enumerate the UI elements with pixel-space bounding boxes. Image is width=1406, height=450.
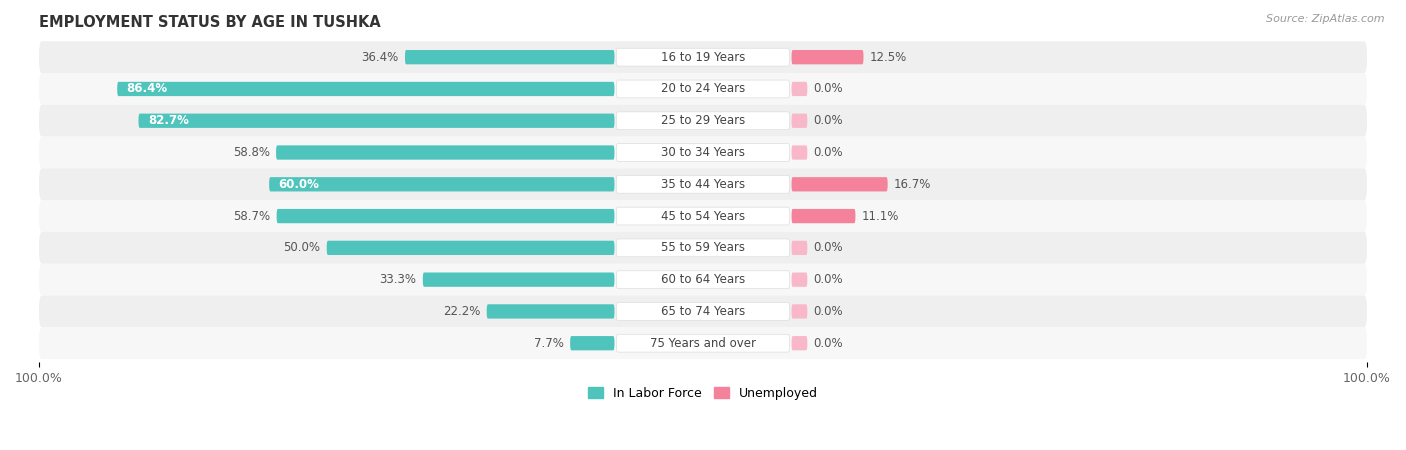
Text: 22.2%: 22.2%	[443, 305, 481, 318]
Text: 60.0%: 60.0%	[278, 178, 319, 191]
FancyBboxPatch shape	[269, 177, 614, 191]
FancyBboxPatch shape	[616, 144, 790, 162]
FancyBboxPatch shape	[405, 50, 614, 64]
Text: 12.5%: 12.5%	[870, 51, 907, 64]
FancyBboxPatch shape	[616, 302, 790, 320]
FancyBboxPatch shape	[616, 80, 790, 98]
Text: 82.7%: 82.7%	[148, 114, 188, 127]
FancyBboxPatch shape	[39, 105, 1367, 137]
FancyBboxPatch shape	[792, 336, 807, 351]
Text: 11.1%: 11.1%	[862, 210, 898, 223]
FancyBboxPatch shape	[792, 273, 807, 287]
Text: 33.3%: 33.3%	[380, 273, 416, 286]
FancyBboxPatch shape	[277, 209, 614, 223]
FancyBboxPatch shape	[792, 82, 807, 96]
FancyBboxPatch shape	[39, 232, 1367, 264]
Text: 36.4%: 36.4%	[361, 51, 399, 64]
FancyBboxPatch shape	[39, 296, 1367, 327]
Legend: In Labor Force, Unemployed: In Labor Force, Unemployed	[583, 382, 823, 405]
Text: 0.0%: 0.0%	[814, 146, 844, 159]
Text: 0.0%: 0.0%	[814, 305, 844, 318]
Text: 75 Years and over: 75 Years and over	[650, 337, 756, 350]
Text: 0.0%: 0.0%	[814, 241, 844, 254]
FancyBboxPatch shape	[792, 50, 863, 64]
Text: 58.7%: 58.7%	[233, 210, 270, 223]
Text: 16.7%: 16.7%	[894, 178, 931, 191]
FancyBboxPatch shape	[117, 82, 614, 96]
Text: 60 to 64 Years: 60 to 64 Years	[661, 273, 745, 286]
Text: 0.0%: 0.0%	[814, 337, 844, 350]
FancyBboxPatch shape	[616, 239, 790, 257]
FancyBboxPatch shape	[792, 177, 887, 191]
Text: EMPLOYMENT STATUS BY AGE IN TUSHKA: EMPLOYMENT STATUS BY AGE IN TUSHKA	[39, 15, 381, 30]
Text: 55 to 59 Years: 55 to 59 Years	[661, 241, 745, 254]
FancyBboxPatch shape	[792, 241, 807, 255]
FancyBboxPatch shape	[39, 264, 1367, 296]
FancyBboxPatch shape	[39, 200, 1367, 232]
Text: 50.0%: 50.0%	[284, 241, 321, 254]
FancyBboxPatch shape	[616, 271, 790, 288]
Text: Source: ZipAtlas.com: Source: ZipAtlas.com	[1267, 14, 1385, 23]
Text: 86.4%: 86.4%	[127, 82, 167, 95]
Text: 65 to 74 Years: 65 to 74 Years	[661, 305, 745, 318]
FancyBboxPatch shape	[616, 176, 790, 193]
Text: 20 to 24 Years: 20 to 24 Years	[661, 82, 745, 95]
Text: 0.0%: 0.0%	[814, 82, 844, 95]
FancyBboxPatch shape	[792, 304, 807, 319]
Text: 45 to 54 Years: 45 to 54 Years	[661, 210, 745, 223]
FancyBboxPatch shape	[792, 209, 855, 223]
Text: 30 to 34 Years: 30 to 34 Years	[661, 146, 745, 159]
Text: 58.8%: 58.8%	[233, 146, 270, 159]
FancyBboxPatch shape	[616, 112, 790, 130]
FancyBboxPatch shape	[616, 334, 790, 352]
FancyBboxPatch shape	[39, 168, 1367, 200]
Text: 25 to 29 Years: 25 to 29 Years	[661, 114, 745, 127]
FancyBboxPatch shape	[276, 145, 614, 160]
Text: 7.7%: 7.7%	[534, 337, 564, 350]
FancyBboxPatch shape	[423, 273, 614, 287]
Text: 35 to 44 Years: 35 to 44 Years	[661, 178, 745, 191]
FancyBboxPatch shape	[39, 137, 1367, 168]
FancyBboxPatch shape	[571, 336, 614, 351]
FancyBboxPatch shape	[139, 113, 614, 128]
Text: 0.0%: 0.0%	[814, 114, 844, 127]
FancyBboxPatch shape	[792, 145, 807, 160]
Text: 16 to 19 Years: 16 to 19 Years	[661, 51, 745, 64]
FancyBboxPatch shape	[326, 241, 614, 255]
FancyBboxPatch shape	[616, 207, 790, 225]
Text: 0.0%: 0.0%	[814, 273, 844, 286]
FancyBboxPatch shape	[792, 113, 807, 128]
FancyBboxPatch shape	[39, 73, 1367, 105]
FancyBboxPatch shape	[616, 48, 790, 66]
FancyBboxPatch shape	[486, 304, 614, 319]
FancyBboxPatch shape	[39, 41, 1367, 73]
FancyBboxPatch shape	[39, 327, 1367, 359]
